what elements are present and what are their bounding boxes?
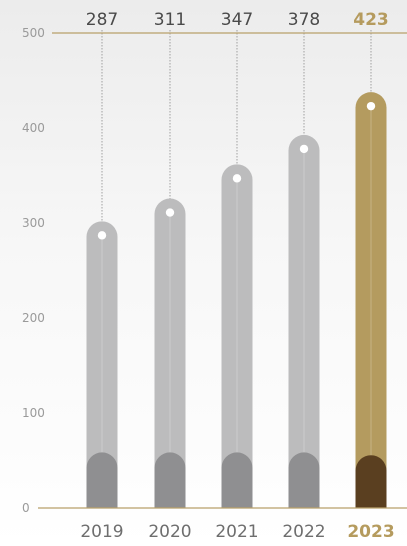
bar [355, 92, 387, 509]
x-tick-label: 2019 [80, 522, 123, 542]
value-marker [97, 231, 107, 240]
value-marker [165, 208, 175, 217]
value-label: 423 [353, 10, 389, 30]
bar [86, 221, 118, 508]
y-tick-label: 400 [22, 121, 45, 135]
value-marker [299, 144, 309, 154]
x-tick-label: 2021 [215, 522, 258, 542]
bar-base-segment [288, 452, 320, 508]
bar-base-segment [86, 452, 118, 508]
value-label: 287 [86, 10, 118, 30]
bar [288, 134, 320, 508]
value-marker [232, 174, 242, 183]
bar [221, 164, 253, 508]
x-tick-label: 2020 [148, 522, 191, 542]
x-tick-label: 2022 [282, 522, 325, 542]
bar [154, 198, 186, 508]
y-tick-label: 500 [22, 26, 45, 40]
x-axis-labels: 2019 2020 2021 2022 2023 [80, 522, 394, 542]
value-label: 347 [221, 10, 253, 30]
x-tick-label: 2023 [347, 522, 394, 542]
y-tick-label: 300 [22, 216, 45, 230]
value-label: 311 [154, 10, 186, 30]
bar-base-segment [355, 455, 387, 508]
bars [86, 92, 387, 509]
y-tick-label: 200 [22, 311, 45, 325]
value-labels: 287 311 347 378 423 [86, 10, 389, 30]
y-axis-ticks: 0 100 200 300 400 500 [22, 26, 45, 515]
axes [38, 32, 407, 509]
bar-base-segment [154, 452, 186, 508]
y-tick-label: 0 [22, 501, 30, 515]
value-marker [366, 101, 376, 111]
bar-base-segment [221, 452, 253, 508]
value-label: 378 [288, 10, 320, 30]
y-tick-label: 100 [22, 406, 45, 420]
